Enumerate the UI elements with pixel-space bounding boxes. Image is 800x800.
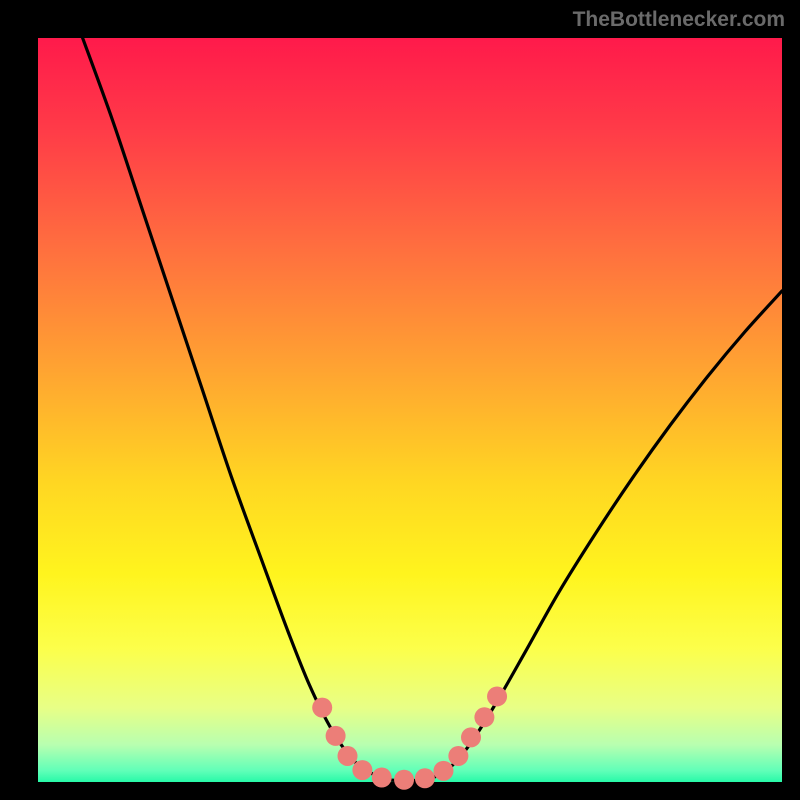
chart-container: TheBottlenecker.com — [0, 0, 800, 800]
overlay-marker — [394, 770, 414, 790]
overlay-marker — [352, 760, 372, 780]
overlay-marker — [415, 768, 435, 788]
overlay-marker — [338, 746, 358, 766]
plot-background — [38, 38, 782, 782]
overlay-marker — [487, 686, 507, 706]
bottleneck-chart — [0, 0, 800, 800]
overlay-marker — [461, 727, 481, 747]
overlay-marker — [433, 761, 453, 781]
overlay-marker — [448, 746, 468, 766]
overlay-marker — [312, 698, 332, 718]
watermark-text: TheBottlenecker.com — [573, 8, 785, 32]
overlay-marker — [326, 726, 346, 746]
overlay-marker — [474, 707, 494, 727]
overlay-marker — [372, 768, 392, 788]
